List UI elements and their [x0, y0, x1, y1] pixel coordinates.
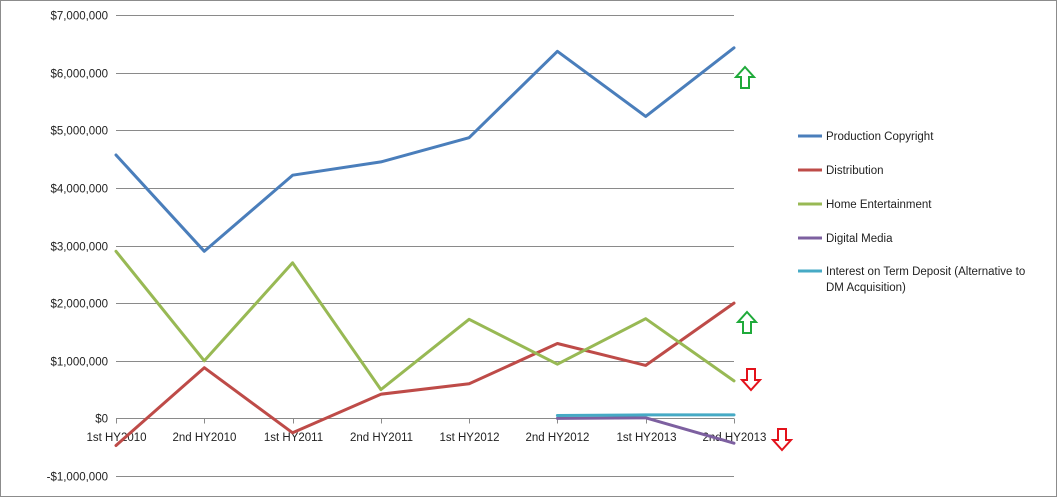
gridlines [116, 15, 735, 477]
legend: Production Copyright Distribution Home Ent… [798, 131, 1025, 294]
legend-label: Production Copyright [826, 131, 934, 143]
series-line-distribution [114, 301, 736, 447]
y-tick-label: $4,000,000 [50, 184, 108, 196]
legend-item-digital-media: Digital Media [798, 233, 893, 245]
legend-label: Interest on Term Deposit (Alternative to [826, 266, 1025, 278]
down-arrow-icon [739, 368, 763, 392]
x-tick-label: 1st HY2013 [616, 432, 676, 444]
x-tick-label: 1st HY2012 [439, 432, 499, 444]
trend-arrows [733, 65, 794, 452]
y-tick-label: $0 [95, 414, 108, 426]
series-line-production-copyright [114, 46, 736, 253]
legend-item-interest-on-term-deposit-alternative-to-dm-acquisition: Interest on Term Deposit (Alternative to… [798, 266, 1025, 294]
legend-label: Home Entertainment [826, 199, 932, 211]
y-tick-label: $5,000,000 [50, 126, 108, 138]
legend-item-distribution: Distribution [798, 165, 884, 177]
up-arrow-icon [733, 65, 757, 89]
x-tick-label: 1st HY2010 [86, 432, 146, 444]
legend-label: Digital Media [826, 233, 893, 245]
series-line-interest-on-term-deposit-alternative-to-dm-acquisition [555, 413, 736, 417]
x-tick-label: 2nd HY2012 [526, 432, 590, 444]
x-axis-tick-labels: 1st HY2010 2nd HY2010 1st HY2011 2nd HY2011… [86, 432, 766, 444]
x-tick-label: 2nd HY2010 [173, 432, 237, 444]
x-tick-label: 2nd HY2013 [703, 432, 767, 444]
y-tick-label: $3,000,000 [50, 242, 108, 254]
y-axis-tick-labels: -$1,000,000 $0 $1,000,000 $2,000,000 $3,000,… [47, 11, 108, 484]
y-tick-label: -$1,000,000 [47, 472, 108, 484]
y-tick-label: $1,000,000 [50, 357, 108, 369]
x-tick-label: 2nd HY2011 [350, 432, 413, 444]
legend-item-home-entertainment: Home Entertainment [798, 199, 932, 211]
down-arrow-icon [770, 428, 794, 452]
up-arrow-icon [735, 310, 759, 334]
legend-item-production-copyright: Production Copyright [798, 131, 934, 143]
y-tick-label: $2,000,000 [50, 299, 108, 311]
series-lines [114, 46, 736, 447]
series-line-digital-media [555, 416, 736, 445]
y-tick-label: $6,000,000 [50, 69, 108, 81]
legend-label: Distribution [826, 165, 884, 177]
y-tick-label: $7,000,000 [50, 11, 108, 23]
series-line-home-entertainment [114, 249, 736, 392]
legend-label: DM Acquisition) [826, 282, 906, 294]
x-tick-label: 1st HY2011 [264, 432, 323, 444]
